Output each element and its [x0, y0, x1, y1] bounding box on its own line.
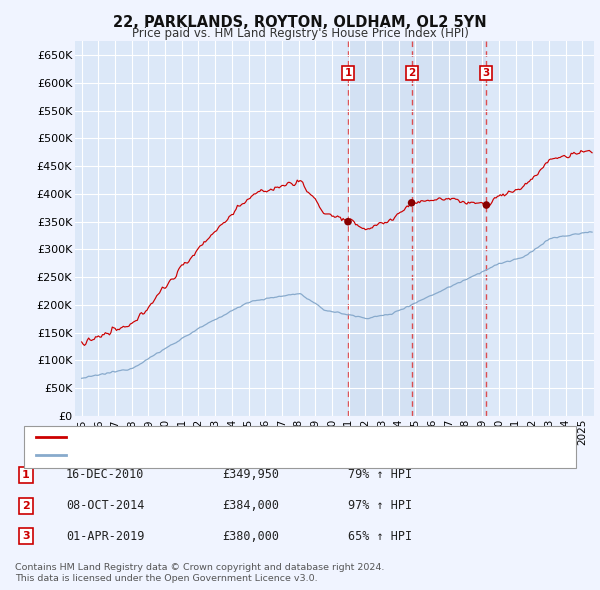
Text: 65% ↑ HPI: 65% ↑ HPI — [348, 530, 412, 543]
Text: 2: 2 — [408, 68, 415, 78]
Bar — [348, 41, 487, 416]
Point — [482, 201, 491, 210]
Text: 08-OCT-2014: 08-OCT-2014 — [66, 499, 145, 512]
Point — [343, 217, 353, 227]
Text: 97% ↑ HPI: 97% ↑ HPI — [348, 499, 412, 512]
Text: 3: 3 — [22, 532, 29, 541]
Text: 2: 2 — [22, 501, 29, 510]
Text: 1: 1 — [22, 470, 29, 480]
Text: 22, PARKLANDS, ROYTON, OLDHAM, OL2 5YN (detached house): 22, PARKLANDS, ROYTON, OLDHAM, OL2 5YN (… — [75, 432, 422, 441]
Text: HPI: Average price, detached house, Oldham: HPI: Average price, detached house, Oldh… — [75, 451, 320, 460]
Text: 1: 1 — [344, 68, 352, 78]
Text: 01-APR-2019: 01-APR-2019 — [66, 530, 145, 543]
Text: £384,000: £384,000 — [222, 499, 279, 512]
Text: £380,000: £380,000 — [222, 530, 279, 543]
Text: 3: 3 — [483, 68, 490, 78]
Text: 22, PARKLANDS, ROYTON, OLDHAM, OL2 5YN: 22, PARKLANDS, ROYTON, OLDHAM, OL2 5YN — [113, 15, 487, 30]
Point — [407, 198, 416, 208]
Text: Contains HM Land Registry data © Crown copyright and database right 2024.: Contains HM Land Registry data © Crown c… — [15, 563, 385, 572]
Text: 16-DEC-2010: 16-DEC-2010 — [66, 468, 145, 481]
Text: £349,950: £349,950 — [222, 468, 279, 481]
Text: Price paid vs. HM Land Registry's House Price Index (HPI): Price paid vs. HM Land Registry's House … — [131, 27, 469, 40]
Text: 79% ↑ HPI: 79% ↑ HPI — [348, 468, 412, 481]
Text: This data is licensed under the Open Government Licence v3.0.: This data is licensed under the Open Gov… — [15, 574, 317, 583]
